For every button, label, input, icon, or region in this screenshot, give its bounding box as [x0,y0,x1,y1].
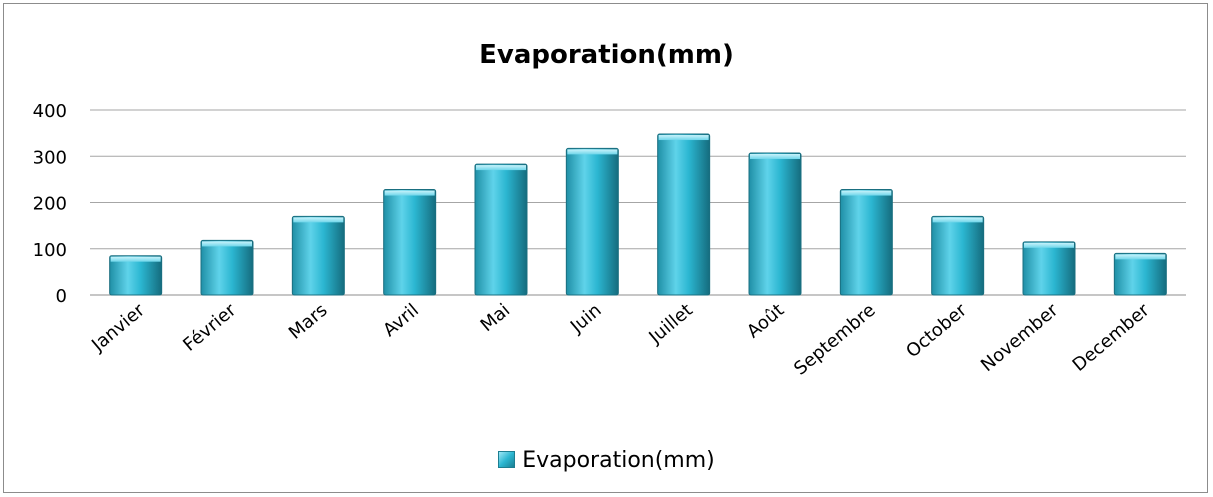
bar [1113,252,1167,296]
bar [109,255,163,296]
bar-body [200,239,254,296]
bar [474,163,528,296]
bar-cap [202,241,252,247]
bar-body [109,255,163,296]
x-tick-label: Septembre [790,300,879,380]
bar-cap [476,165,526,171]
bar-cap [293,217,344,223]
bar [839,189,893,296]
bar-body [657,133,711,296]
bar [1022,241,1076,296]
bar [200,239,254,296]
bar-body [931,215,985,296]
bar-body [383,189,437,296]
bar [291,215,345,296]
bar [565,147,619,296]
bar [657,133,711,296]
bar-body [565,147,619,296]
bar-cap [1115,254,1166,260]
y-tick-label: 100 [33,240,67,261]
x-tick-label: Février [179,299,240,355]
bar-body [748,152,802,296]
bar-cap [384,190,435,196]
bar-cap [110,256,161,262]
y-tick-label: 300 [33,147,67,168]
bar-cap [932,217,983,223]
bar-body [839,189,893,296]
bar-cap [1024,242,1074,248]
x-tick-label: Avril [379,300,423,341]
bar [748,152,802,296]
x-tick-label: Août [743,300,788,343]
bar-body [291,215,345,296]
bar-body [474,163,528,296]
x-tick-label: Janvier [87,299,149,356]
bar-cap [750,154,800,160]
y-tick-label: 200 [33,194,67,215]
x-tick-label: October [902,299,971,362]
bar [931,215,985,296]
x-tick-label: Mai [477,300,515,336]
bar [383,189,437,296]
bar-cap [841,190,892,196]
bar-cap [567,149,618,155]
x-tick-label: Juillet [644,300,696,349]
legend-swatch [498,451,516,468]
chart-legend: Evaporation(mm) [0,448,1213,473]
x-tick-label: November [977,299,1063,376]
bar-cap [658,135,709,141]
bar-body [1113,252,1167,296]
chart-title: Evaporation(mm) [479,40,734,70]
x-tick-label: Mars [285,300,332,344]
legend-label: Evaporation(mm) [522,448,715,473]
bar-body [1022,241,1076,296]
x-tick-label: December [1069,299,1154,375]
x-tick-label: Juin [566,300,606,338]
y-tick-label: 0 [56,286,67,307]
y-tick-label: 400 [33,101,67,122]
